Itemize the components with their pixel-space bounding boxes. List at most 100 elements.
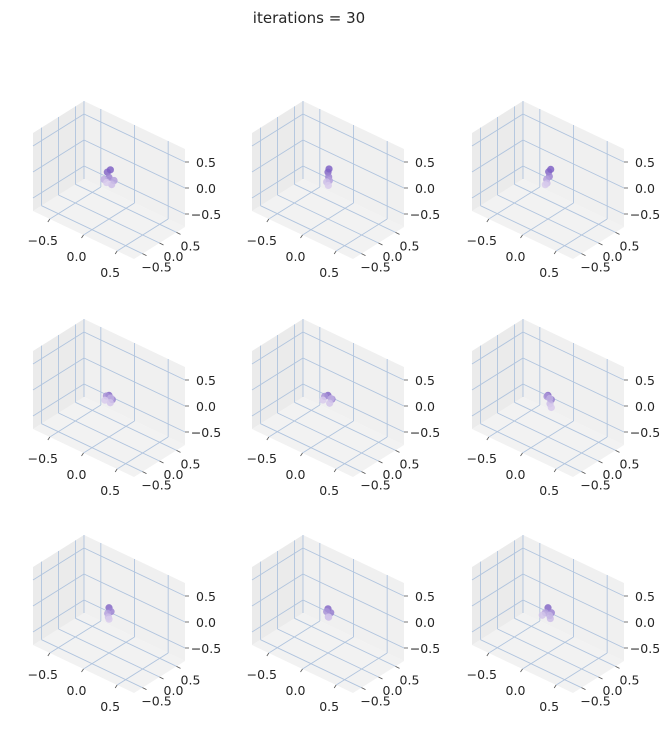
z-tick-label: 0.0: [196, 615, 216, 630]
x-tick-label: 0.0: [286, 467, 306, 482]
x-tick-mark: [266, 218, 270, 223]
z-tick-label: −0.5: [410, 207, 440, 222]
x-tick-label: −0.5: [247, 667, 277, 682]
y-tick-mark: [176, 665, 181, 669]
y-tick-mark: [142, 253, 147, 257]
y-tick-mark: [142, 687, 147, 691]
y-tick-label: 0.5: [620, 456, 640, 471]
x-tick-mark: [486, 652, 490, 657]
y-tick-label: 0.0: [164, 467, 184, 482]
grid-line: [75, 183, 177, 233]
data-point: [103, 178, 111, 187]
z-tick-label: 0.0: [415, 181, 435, 196]
x-tick-mark: [553, 250, 557, 255]
data-point: [106, 166, 114, 174]
grid-line: [514, 183, 616, 233]
data-point: [546, 394, 554, 403]
z-tick-label: 0.5: [196, 589, 216, 604]
subplot-2: −0.5−0.5−0.50.0 0.00.00.50.50.5: [247, 101, 440, 280]
x-tick-mark: [114, 468, 118, 473]
x-tick-label: 0.0: [67, 249, 87, 264]
grid-line: [83, 113, 186, 163]
x-tick-label: 0.5: [539, 699, 559, 714]
grid-line: [294, 183, 396, 233]
subplot-7: −0.5−0.5−0.50.0 0.00.00.50.50.5: [28, 535, 221, 714]
subplot-9: −0.5−0.5−0.50.0 0.00.00.50.50.5: [467, 535, 660, 714]
y-tick-label: 0.5: [400, 672, 420, 687]
grid-line: [75, 401, 177, 451]
z-tick-label: −0.5: [191, 641, 221, 656]
y-tick-mark: [581, 471, 586, 475]
grid-line: [302, 547, 405, 597]
y-tick-mark: [378, 460, 383, 464]
x-tick-mark: [47, 218, 51, 223]
x-tick-label: −0.5: [467, 233, 497, 248]
y-tick-label: −0.5: [360, 260, 390, 275]
y-tick-label: −0.5: [141, 478, 171, 493]
y-tick-mark: [378, 242, 383, 246]
grid-line: [471, 113, 524, 147]
x-tick-label: −0.5: [28, 233, 58, 248]
y-tick-mark: [142, 471, 147, 475]
grid-line: [294, 401, 396, 451]
grid-line: [83, 331, 186, 381]
grid-line: [294, 617, 396, 667]
grid-line: [514, 401, 616, 451]
z-tick-label: 0.5: [196, 373, 216, 388]
z-tick-label: −0.5: [630, 425, 660, 440]
data-point: [105, 615, 113, 623]
data-point: [101, 396, 109, 404]
x-tick-mark: [520, 668, 523, 673]
x-tick-mark: [81, 452, 84, 457]
y-tick-mark: [159, 676, 164, 680]
x-tick-label: 0.5: [100, 699, 120, 714]
x-tick-mark: [300, 452, 303, 457]
y-tick-mark: [581, 687, 586, 691]
y-tick-mark: [615, 665, 620, 669]
y-tick-label: 0.0: [383, 683, 403, 698]
y-tick-label: −0.5: [360, 694, 390, 709]
y-tick-mark: [378, 676, 383, 680]
z-tick-label: −0.5: [630, 641, 660, 656]
data-point: [538, 611, 546, 619]
x-tick-mark: [266, 652, 270, 657]
subplot-1: −0.5−0.5−0.50.0 0.00.00.50.50.5: [28, 101, 221, 280]
x-tick-mark: [266, 436, 270, 441]
y-tick-mark: [361, 471, 366, 475]
grid-line: [522, 331, 625, 381]
x-tick-mark: [47, 436, 51, 441]
x-tick-label: 0.5: [100, 483, 120, 498]
y-tick-mark: [395, 231, 400, 235]
x-tick-label: −0.5: [247, 233, 277, 248]
y-tick-label: −0.5: [141, 694, 171, 709]
data-point: [541, 181, 549, 189]
y-tick-mark: [598, 242, 603, 246]
x-tick-label: −0.5: [28, 451, 58, 466]
x-tick-mark: [486, 436, 490, 441]
z-tick-label: 0.5: [415, 589, 435, 604]
data-point: [106, 399, 114, 407]
subplot-3: −0.5−0.5−0.50.0 0.00.00.50.50.5: [467, 101, 660, 280]
y-tick-label: −0.5: [580, 478, 610, 493]
y-tick-label: −0.5: [141, 260, 171, 275]
y-tick-mark: [598, 460, 603, 464]
x-tick-mark: [300, 234, 303, 239]
x-tick-label: −0.5: [467, 451, 497, 466]
x-tick-label: 0.5: [539, 265, 559, 280]
z-tick-label: −0.5: [191, 425, 221, 440]
z-tick-label: 0.5: [415, 373, 435, 388]
grid-line: [251, 547, 304, 581]
y-tick-label: 0.0: [164, 683, 184, 698]
data-point: [546, 611, 554, 620]
z-tick-label: 0.0: [635, 181, 655, 196]
z-tick-label: 0.5: [196, 155, 216, 170]
z-tick-label: −0.5: [410, 425, 440, 440]
y-tick-label: 0.0: [164, 249, 184, 264]
y-tick-mark: [395, 449, 400, 453]
grid-line: [251, 331, 304, 365]
y-tick-mark: [176, 449, 181, 453]
subplot-6: −0.5−0.5−0.50.0 0.00.00.50.50.5: [467, 319, 660, 498]
x-tick-label: 0.0: [506, 249, 526, 264]
y-tick-label: −0.5: [360, 478, 390, 493]
y-tick-label: 0.5: [400, 456, 420, 471]
